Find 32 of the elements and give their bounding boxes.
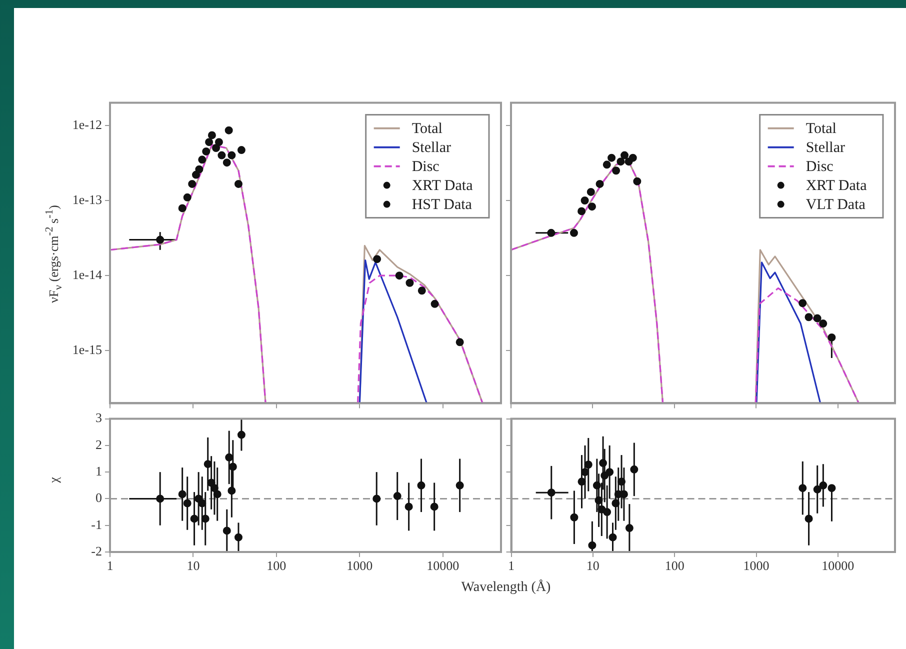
- x-tick-label: 10: [586, 558, 600, 574]
- y-tick-label: -2: [91, 543, 102, 558]
- y-tick-label: -1: [91, 516, 102, 532]
- legend-label: VLT Data: [806, 197, 866, 214]
- y-axis-title: χ: [46, 477, 62, 483]
- legend-label: XRT Data: [412, 178, 474, 194]
- x-tick-label: 1000: [743, 558, 770, 574]
- legend-label: Stellar: [412, 140, 451, 156]
- x-tick-label: 10000: [822, 558, 854, 574]
- y-tick-label: 1e-15: [72, 342, 102, 358]
- x-tick-label: 10: [186, 558, 200, 574]
- legend-label: XRT Data: [806, 178, 868, 194]
- x-tick-label: 1: [106, 558, 114, 574]
- x-tick-label: 100: [266, 558, 286, 574]
- legend-label: Stellar: [806, 140, 845, 156]
- x-tick-label: 1: [508, 558, 514, 574]
- x-tick-label: 1000: [346, 558, 373, 574]
- legend-label: Total: [806, 121, 836, 138]
- y-tick-label: 1e-13: [72, 192, 102, 207]
- legend-label: HST Data: [412, 197, 472, 214]
- x-tick-label: 100: [664, 558, 684, 574]
- legend-label: Total: [412, 121, 442, 138]
- legend-label: Disc: [412, 159, 440, 176]
- y-tick-label: 1e-12: [72, 116, 102, 132]
- y-tick-label: 1: [96, 464, 102, 478]
- y-tick-label: 2: [96, 436, 102, 452]
- y-tick-label: 3: [96, 410, 102, 426]
- x-tick-label: 10000: [426, 558, 460, 574]
- legend-label: Disc: [806, 159, 834, 176]
- y-tick-label: 0: [96, 490, 102, 506]
- y-tick-label: 1e-14: [72, 267, 102, 282]
- x-axis-title: Wavelength (Å): [461, 580, 551, 596]
